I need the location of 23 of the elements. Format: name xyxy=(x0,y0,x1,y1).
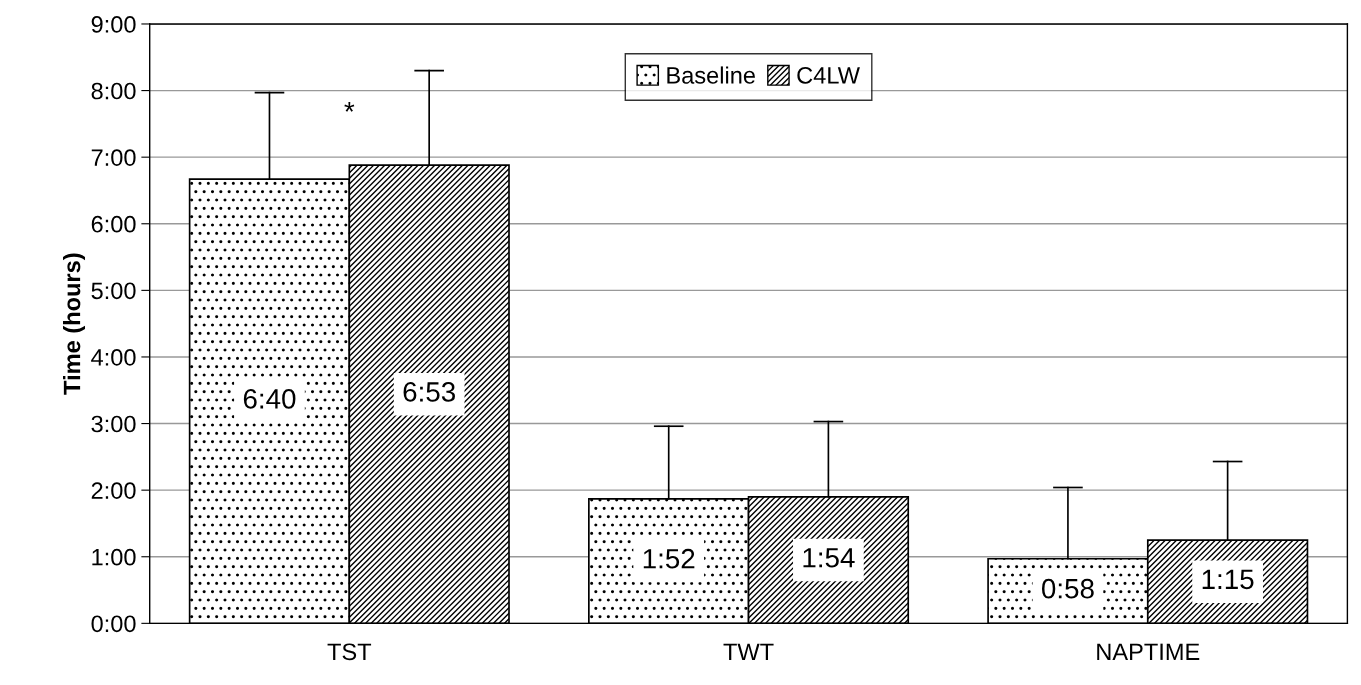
y-tick-label: 5:00 xyxy=(91,282,136,300)
x-tick-label: NAPTIME xyxy=(1097,643,1200,660)
legend-label: Baseline xyxy=(667,66,755,84)
y-tick-label: 8:00 xyxy=(91,82,136,100)
data-label: 1:15 xyxy=(1202,569,1254,590)
y-tick-label: 0:00 xyxy=(91,615,136,633)
data-label: 6:40 xyxy=(243,389,296,409)
x-tick-label: TST xyxy=(327,643,372,661)
y-tick-label: 6:00 xyxy=(91,215,136,233)
y-tick-label: 2:00 xyxy=(91,482,136,499)
data-label: 1:54 xyxy=(803,548,855,568)
y-tick-label: 7:00 xyxy=(91,149,136,166)
y-tick-label: 3:00 xyxy=(91,415,136,433)
legend-label: C4LW xyxy=(797,67,860,84)
data-label: 0:58 xyxy=(1041,578,1094,599)
data-label: 6:53 xyxy=(403,382,455,402)
y-tick-label: 1:00 xyxy=(92,548,136,566)
y-tick-label: 9:00 xyxy=(91,16,136,33)
annotation: * xyxy=(344,101,355,112)
y-tick-label: 4:00 xyxy=(91,349,136,366)
y-axis-title: Time (hours) xyxy=(63,253,86,395)
x-tick-label: TWT xyxy=(723,643,774,660)
data-label: 1:52 xyxy=(643,548,695,569)
